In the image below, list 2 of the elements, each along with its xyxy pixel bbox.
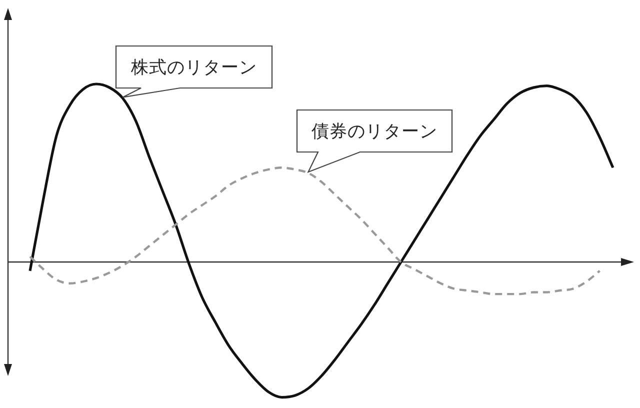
series-label: 債券のリターン [312, 122, 438, 142]
series-label: 株式のリターン [130, 58, 257, 78]
